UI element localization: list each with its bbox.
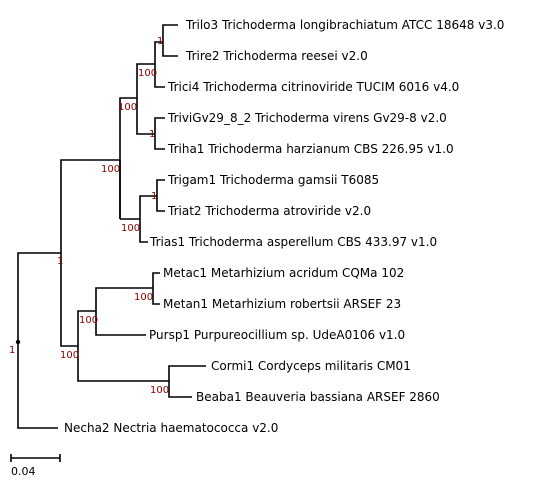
branch-gamsii-atro: [139, 195, 157, 219]
support-value: 1: [9, 345, 15, 356]
scale-bar: [10, 454, 61, 462]
support-value: 100: [134, 292, 153, 303]
branch-beaba1: [168, 381, 192, 398]
taxon-label-trilo3: Trilo3 Trichoderma longibrachiatum ATCC …: [185, 18, 504, 32]
taxon-label-cormi1: Cormi1 Cordyceps militaris CM01: [211, 359, 411, 373]
support-value: 100: [150, 385, 169, 396]
branch-clade-b: [136, 98, 155, 135]
branch-metarhizium: [95, 287, 153, 311]
taxon-label-triat2: Triat2 Trichoderma atroviride v2.0: [167, 204, 371, 218]
support-value: 100: [121, 223, 140, 234]
branch-clade-trilo-trire: [154, 41, 163, 64]
support-value: 100: [101, 164, 120, 175]
branch-trichoderma: [60, 159, 121, 253]
taxon-label-beaba1: Beaba1 Beauveria bassiana ARSEF 2860: [196, 390, 440, 404]
taxon-label-triha1: Triha1 Trichoderma harzianum CBS 226.95 …: [167, 142, 454, 156]
taxon-label-trivi: TriviGv29_8_2 Trichoderma virens Gv29-8 …: [167, 111, 447, 125]
taxon-label-trias1: Trias1 Trichoderma asperellum CBS 433.97…: [149, 235, 437, 249]
branch-clade-a: [136, 63, 155, 98]
root-node: [15, 339, 21, 345]
branch-pursp1: [95, 311, 146, 336]
branch-triha1: [154, 134, 165, 150]
branch-cordyceps-beauveria: [77, 346, 169, 382]
branch-others: [60, 253, 78, 347]
taxon-label-metan1: Metan1 Metarhizium robertsii ARSEF 23: [163, 297, 401, 311]
support-value: 100: [138, 68, 157, 79]
taxon-label-pursp1: Pursp1 Purpureocillium sp. UdeA0106 v1.0: [149, 328, 405, 342]
branch-triat2: [156, 196, 165, 212]
support-value: 100: [60, 350, 79, 361]
branch-trivi: [154, 117, 165, 134]
scale-bar-label: 0.04: [11, 465, 36, 478]
branch-cormi1: [168, 365, 206, 381]
branch-trichoderma-core: [119, 97, 137, 219]
branch-meta-pursp: [77, 310, 96, 346]
branch-ingroup: [17, 252, 61, 342]
branch-metac1: [152, 272, 160, 288]
branch-trire2: [162, 42, 178, 57]
taxon-label-trigam1: Trigam1 Trichoderma gamsii T6085: [167, 173, 379, 187]
taxon-label-trici4: Trici4 Trichoderma citrinoviride TUCIM 6…: [167, 80, 459, 94]
branch-trigam1: [156, 179, 165, 196]
support-value: 100: [118, 102, 137, 113]
taxon-label-trire2: Trire2 Trichoderma reesei v2.0: [185, 49, 368, 63]
branch-trias1: [139, 219, 148, 243]
support-value: 1: [151, 191, 157, 202]
branch-metan1: [152, 288, 160, 305]
taxon-label-necha2: Necha2 Nectria haematococca v2.0: [64, 421, 278, 435]
branch-trilo3: [162, 24, 178, 42]
taxon-label-metac1: Metac1 Metarhizium acridum CQMa 102: [163, 266, 404, 280]
support-value: 1: [157, 36, 163, 47]
support-value: 1: [57, 256, 63, 267]
support-value: 100: [79, 315, 98, 326]
branch-necha2: [17, 342, 58, 429]
support-value: 1: [149, 129, 155, 140]
branch-trici4: [154, 64, 165, 88]
